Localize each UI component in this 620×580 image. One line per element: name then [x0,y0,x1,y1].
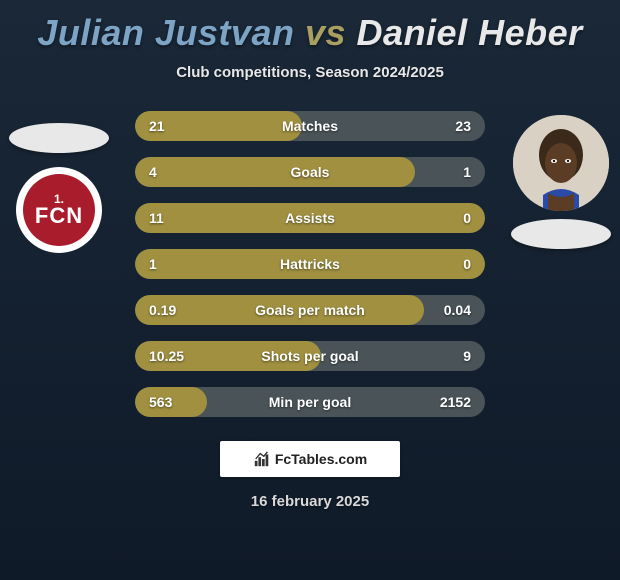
stat-value-right: 0 [463,249,471,279]
date-text: 16 february 2025 [0,493,620,510]
stat-value-right: 23 [455,111,471,141]
player2-photo [513,115,609,211]
player1-club-badge: 1. FCN [16,167,102,253]
stat-value-right: 0 [463,203,471,233]
footer-brand-badge: FcTables.com [220,441,400,477]
player1-photo-placeholder [9,123,109,153]
vs-text: vs [305,12,346,53]
stat-value-right: 9 [463,341,471,371]
stat-value-right: 1 [463,157,471,187]
player2-club-placeholder [511,219,611,249]
player2-side [506,115,616,249]
stat-row: 21Matches23 [135,111,485,141]
stat-label: Assists [135,203,485,233]
stat-row: 563Min per goal2152 [135,387,485,417]
stat-row: 0.19Goals per match0.04 [135,295,485,325]
stats-container: 21Matches234Goals111Assists01Hattricks00… [135,111,485,417]
player1-name: Julian Justvan [37,12,294,53]
stat-label: Goals [135,157,485,187]
subtitle: Club competitions, Season 2024/2025 [0,64,620,81]
stat-value-right: 0.04 [444,295,471,325]
stat-row: 4Goals1 [135,157,485,187]
stat-row: 11Assists0 [135,203,485,233]
stat-label: Min per goal [135,387,485,417]
stat-row: 10.25Shots per goal9 [135,341,485,371]
footer-brand-text: FcTables.com [275,451,367,467]
chart-icon [253,450,271,468]
stat-row: 1Hattricks0 [135,249,485,279]
comparison-title: Julian Justvan vs Daniel Heber [0,0,620,54]
player2-name: Daniel Heber [357,12,583,53]
stat-label: Hattricks [135,249,485,279]
stat-label: Goals per match [135,295,485,325]
stat-value-right: 2152 [440,387,471,417]
player1-side: 1. FCN [4,115,114,253]
stat-label: Matches [135,111,485,141]
stat-label: Shots per goal [135,341,485,371]
badge-mid-text: FCN [35,205,83,227]
